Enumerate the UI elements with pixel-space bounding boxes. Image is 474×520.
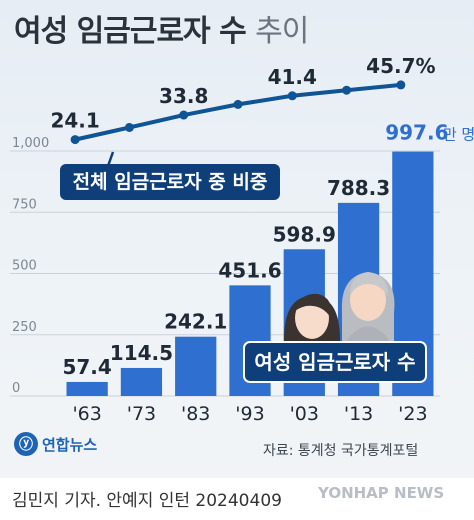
- y-tick-label: 500: [12, 259, 37, 274]
- share-point: [233, 99, 243, 109]
- chart-title: 여성 임금근로자 수 추이: [14, 6, 309, 50]
- x-tick-label: '93: [235, 403, 264, 425]
- share-value-label: 41.4: [268, 65, 317, 89]
- share-value-label: 33.8: [159, 84, 208, 108]
- y-axis: 0 250 500 750 1,000: [12, 136, 49, 396]
- share-point: [70, 135, 80, 145]
- bar-value-label: 788.3: [327, 176, 390, 200]
- bar: [120, 367, 163, 396]
- share-point: [287, 91, 297, 101]
- title-light: 추이: [255, 14, 309, 49]
- yonhap-logo-text: 연합뉴스: [42, 435, 98, 454]
- x-tick-label: '23: [398, 403, 427, 425]
- bar: [175, 336, 217, 396]
- share-point: [396, 80, 406, 90]
- x-tick-label: '73: [127, 403, 156, 425]
- bar-value-label: 114.5: [110, 341, 173, 365]
- yonhap-logo: ⓨ 연합뉴스: [14, 432, 97, 456]
- x-tick-label: '83: [181, 403, 210, 425]
- bar-value-label: 598.9: [273, 222, 336, 246]
- unit-label: 만 명: [443, 126, 474, 144]
- x-tick-label: '63: [72, 403, 101, 425]
- share-point: [342, 85, 352, 95]
- y-tick-label: 750: [12, 197, 37, 212]
- yonhap-logo-mark: ⓨ: [14, 432, 38, 456]
- y-tick-label: 250: [12, 320, 37, 335]
- share-line: [74, 82, 402, 142]
- y-tick-label: 0: [12, 381, 20, 396]
- bar-callout-text: 여성 임금근로자 수: [254, 350, 415, 374]
- share-point: [124, 122, 134, 132]
- bar-value-label: 997.6: [385, 121, 448, 145]
- bar-value-label: 451.6: [218, 258, 281, 282]
- title-bold: 여성 임금근로자 수: [14, 14, 247, 49]
- line-callout: 전체 임금근로자 중 비중: [60, 151, 280, 200]
- y-tick-label: 1,000: [12, 136, 49, 151]
- x-axis: '63 '73 '83 '93 '03 '13 '23: [72, 403, 427, 425]
- chart-svg: 0 250 500 750 1,000 24.1 33.8 41.4 45.7% 57.411…: [10, 54, 474, 425]
- share-value-label: 45.7%: [366, 54, 435, 78]
- bar-value-label: 242.1: [164, 310, 227, 334]
- share-line-series: 24.1 33.8 41.4 45.7%: [50, 54, 436, 145]
- x-tick-label: '13: [344, 403, 373, 425]
- bar-callout: 여성 임금근로자 수: [243, 341, 427, 383]
- bar-value-label: 57.4: [62, 355, 111, 379]
- source-note: 자료: 통계청 국가통계포털: [263, 443, 419, 459]
- share-point: [179, 110, 189, 120]
- watermark: YONHAP NEWS: [318, 484, 445, 502]
- footer-bar: [0, 478, 474, 520]
- x-tick-label: '03: [290, 403, 319, 425]
- bar: [66, 381, 108, 396]
- byline: 김민지 기자. 안예지 인턴 20240409: [12, 491, 282, 511]
- line-callout-text: 전체 임금근로자 중 비중: [73, 171, 268, 193]
- share-value-label: 24.1: [50, 109, 99, 133]
